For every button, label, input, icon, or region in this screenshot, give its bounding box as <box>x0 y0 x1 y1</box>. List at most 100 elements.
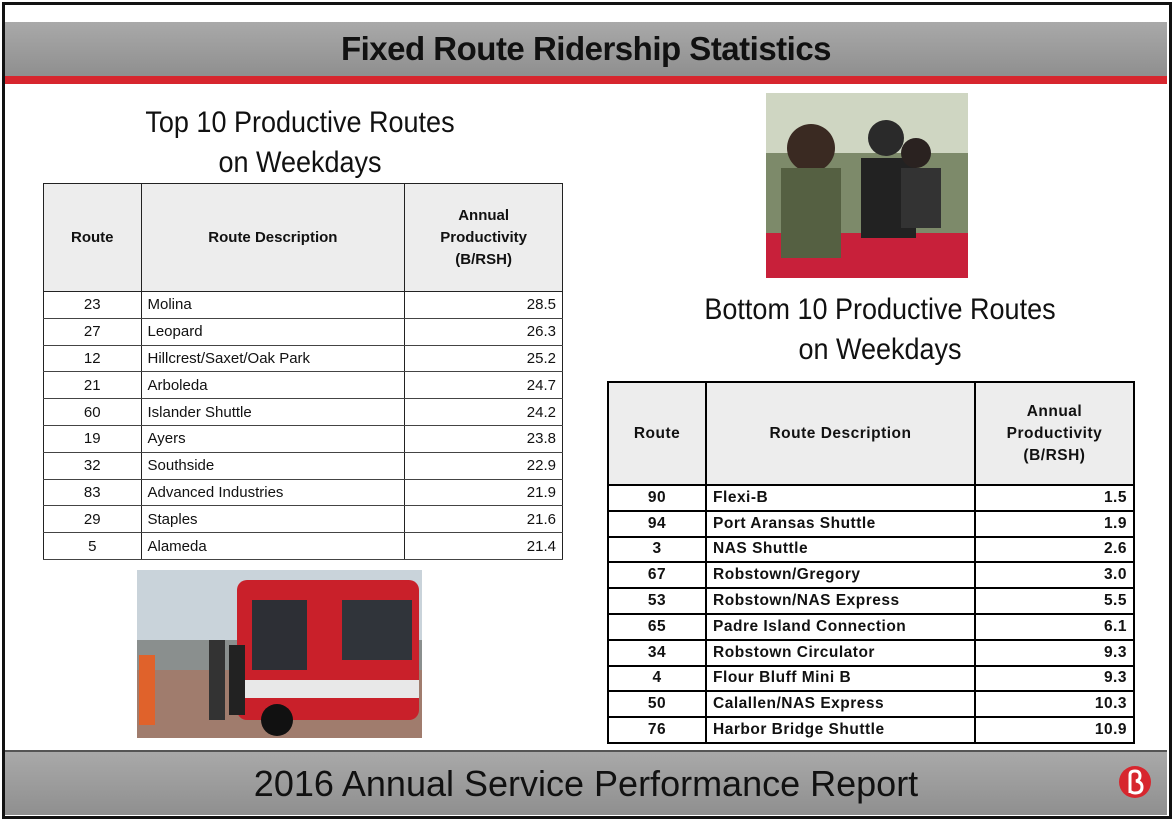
table-cell: 32 <box>44 452 142 479</box>
column-header-line: Annual <box>406 205 561 227</box>
page: Fixed Route Ridership Statistics Top 10 … <box>0 0 1172 819</box>
table-row: 19Ayers23.8 <box>44 425 563 452</box>
table-cell: Robstown/NAS Express <box>706 588 975 614</box>
table-cell: 27 <box>44 318 142 345</box>
header-bar: Fixed Route Ridership Statistics <box>5 22 1167 76</box>
table-cell: Islander Shuttle <box>141 399 405 426</box>
table-cell: Padre Island Connection <box>706 614 975 640</box>
table-row: 3NAS Shuttle2.6 <box>608 537 1134 563</box>
table-cell: 25.2 <box>405 345 563 372</box>
column-header-line: Route Description <box>708 423 973 445</box>
table-cell: Flour Bluff Mini B <box>706 666 975 692</box>
table-cell: Calallen/NAS Express <box>706 691 975 717</box>
table-cell: 1.9 <box>975 511 1134 537</box>
column-header: Route <box>44 184 142 292</box>
table-cell: NAS Shuttle <box>706 537 975 563</box>
table-cell: 9.3 <box>975 640 1134 666</box>
title-line: Bottom 10 Productive Routes <box>700 290 1060 330</box>
table-cell: 65 <box>608 614 706 640</box>
table-cell: 21 <box>44 372 142 399</box>
table-cell: Harbor Bridge Shuttle <box>706 717 975 743</box>
logo <box>1118 765 1152 799</box>
footer-bar: 2016 Annual Service Performance Report <box>5 750 1167 815</box>
table-cell: 60 <box>44 399 142 426</box>
table-cell: 21.6 <box>405 506 563 533</box>
table-cell: 10.3 <box>975 691 1134 717</box>
column-header-line: Annual <box>977 401 1132 423</box>
title-line: on Weekdays <box>700 330 1060 370</box>
table-cell: 4 <box>608 666 706 692</box>
column-header-line: Route <box>45 227 140 249</box>
table-cell: 23 <box>44 292 142 319</box>
table-cell: Robstown Circulator <box>706 640 975 666</box>
bus-photo <box>137 570 422 738</box>
header-title: Fixed Route Ridership Statistics <box>341 30 831 68</box>
title-line: Top 10 Productive Routes <box>120 103 480 143</box>
table-cell: Alameda <box>141 533 405 560</box>
table-cell: 10.9 <box>975 717 1134 743</box>
table-cell: Staples <box>141 506 405 533</box>
column-header-line: (B/RSH) <box>406 249 561 271</box>
table-cell: Flexi-B <box>706 485 975 511</box>
footer-text: 2016 Annual Service Performance Report <box>254 763 918 805</box>
table-cell: 26.3 <box>405 318 563 345</box>
table-cell: 94 <box>608 511 706 537</box>
column-header-line: Productivity <box>977 423 1132 445</box>
column-header-line: Route <box>610 423 704 445</box>
table-cell: Robstown/Gregory <box>706 562 975 588</box>
header-rule <box>5 76 1167 84</box>
table-cell: Port Aransas Shuttle <box>706 511 975 537</box>
table-cell: 67 <box>608 562 706 588</box>
column-header: Route Description <box>706 382 975 485</box>
table-cell: 6.1 <box>975 614 1134 640</box>
title-line: on Weekdays <box>120 143 480 183</box>
table-cell: 76 <box>608 717 706 743</box>
column-header: Route <box>608 382 706 485</box>
table-cell: 50 <box>608 691 706 717</box>
table-cell: 22.9 <box>405 452 563 479</box>
column-header-line: (B/RSH) <box>977 445 1132 467</box>
table-cell: 53 <box>608 588 706 614</box>
table-cell: 34 <box>608 640 706 666</box>
table-cell: 28.5 <box>405 292 563 319</box>
table-cell: 21.4 <box>405 533 563 560</box>
table-cell: Ayers <box>141 425 405 452</box>
table-cell: Southside <box>141 452 405 479</box>
table-cell: 83 <box>44 479 142 506</box>
table-cell: Arboleda <box>141 372 405 399</box>
column-header: Route Description <box>141 184 405 292</box>
column-header-line: Productivity <box>406 227 561 249</box>
table-cell: 29 <box>44 506 142 533</box>
table-cell: Leopard <box>141 318 405 345</box>
table-cell: 21.9 <box>405 479 563 506</box>
table-cell: 12 <box>44 345 142 372</box>
table-cell: Advanced Industries <box>141 479 405 506</box>
table-cell: 5 <box>44 533 142 560</box>
table-cell: 24.2 <box>405 399 563 426</box>
table-cell: 24.7 <box>405 372 563 399</box>
table-cell: 23.8 <box>405 425 563 452</box>
